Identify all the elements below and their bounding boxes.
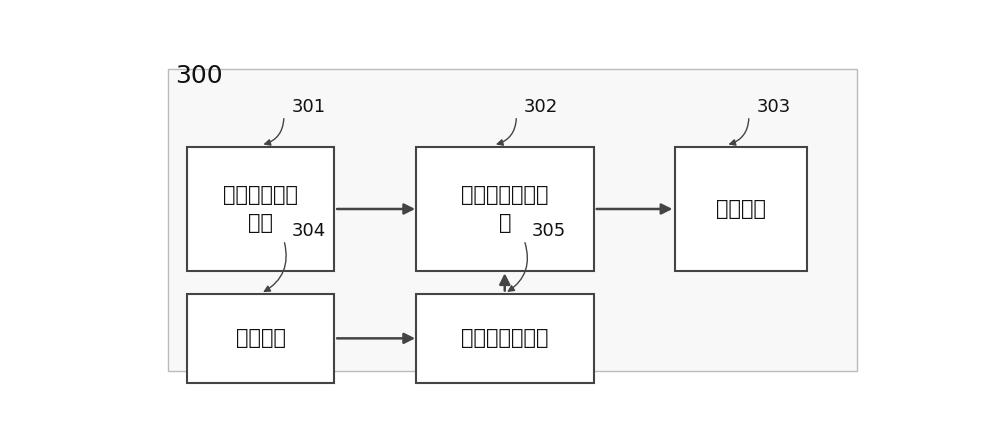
Text: 表情包获取单元: 表情包获取单元 [461,328,548,349]
Text: 304: 304 [292,222,326,240]
Bar [168,69,857,371]
Text: 触发事件获取
单元: 触发事件获取 单元 [223,185,298,233]
Bar [675,147,807,271]
Bar [187,293,334,383]
Text: 305: 305 [532,222,566,240]
Bar [187,147,334,271]
Text: 302: 302 [524,98,558,116]
Text: 300: 300 [175,64,223,88]
Text: 303: 303 [757,98,791,116]
Bar [416,293,594,383]
Bar [416,147,594,271]
Text: 接收单元: 接收单元 [236,328,286,349]
Text: 动画指令获取单
元: 动画指令获取单 元 [461,185,548,233]
Text: 显示单元: 显示单元 [716,199,766,219]
Text: 301: 301 [292,98,326,116]
